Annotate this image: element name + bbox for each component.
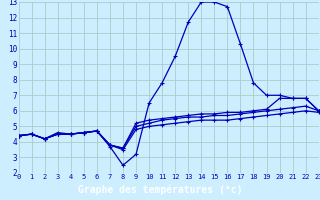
Text: Graphe des températures (°c): Graphe des températures (°c) xyxy=(78,184,242,195)
